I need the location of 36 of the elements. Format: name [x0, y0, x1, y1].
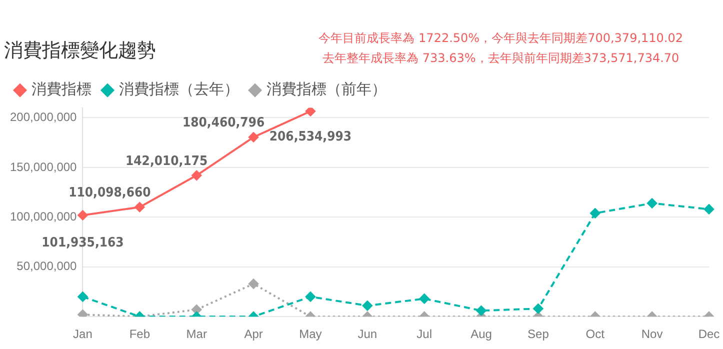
text: 今年目前成長率為 1722.50%，今年與去年同期差700,379,110.02: [318, 30, 683, 47]
y-tick-label: 200,000,000: [10, 110, 78, 124]
data-label: 101,935,163: [42, 236, 124, 251]
legend-label: 消費指標（前年）: [266, 80, 386, 98]
x-tick-label: Jan: [73, 327, 92, 342]
x-tick-label: Sep: [528, 327, 550, 342]
x-tick-label: May: [299, 327, 322, 342]
data-label: 180,460,796: [182, 116, 265, 131]
legend-label: 消費指標（去年）: [119, 80, 239, 98]
data-label: 110,098,660: [68, 186, 151, 201]
legend-label: 消費指標: [32, 80, 92, 98]
x-tick-label: Jun: [358, 327, 378, 342]
point: [78, 310, 88, 317]
point: [78, 210, 88, 220]
x-tick-label: Mar: [186, 327, 207, 342]
y-tick-label: 50,000,000: [16, 259, 78, 274]
y-tick-label: 100,000,000: [10, 209, 78, 224]
point: [704, 204, 714, 214]
point: [647, 198, 658, 208]
point: [248, 132, 259, 142]
x-tick-label: Oct: [586, 327, 606, 342]
x-tick-label: Feb: [129, 327, 150, 342]
x-tick-label: Dec: [698, 327, 720, 342]
point: [134, 202, 145, 212]
x-tick-label: Apr: [244, 327, 263, 342]
text: 去年整年成長率為 733.63%，去年與前年同期差373,571,734.70: [322, 50, 680, 67]
x-tick-label: Jul: [416, 327, 432, 342]
x-tick-label: Nov: [641, 327, 663, 342]
x-tick-label: Aug: [470, 327, 492, 342]
data-label: 142,010,175: [126, 154, 208, 169]
point: [305, 108, 316, 116]
chart-title: 消費指標變化趨勢: [4, 39, 156, 62]
data-label: 206,534,993: [269, 130, 352, 145]
point: [192, 170, 202, 180]
point: [590, 208, 600, 218]
y-tick-label: 150,000,000: [10, 160, 78, 174]
